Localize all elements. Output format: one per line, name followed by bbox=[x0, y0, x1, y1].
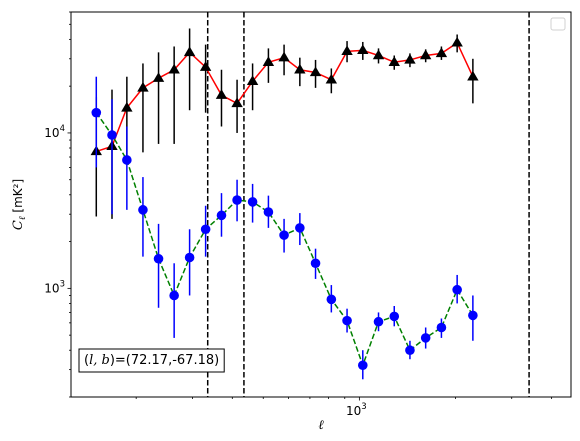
data-point bbox=[168, 63, 180, 74]
data-point bbox=[199, 61, 212, 71]
axis-ticks: 103 103 104 bbox=[44, 11, 553, 418]
data-point bbox=[357, 360, 368, 371]
data-point bbox=[388, 56, 400, 66]
data-point bbox=[138, 205, 148, 215]
data-point bbox=[372, 49, 385, 60]
data-point bbox=[137, 81, 149, 92]
legend-box bbox=[550, 17, 566, 31]
data-point bbox=[373, 316, 384, 327]
legend[interactable] bbox=[550, 17, 566, 31]
data-point bbox=[294, 63, 306, 74]
coordinates-annotation: (l, b)=(72.17,-67.18) bbox=[78, 348, 225, 373]
data-point bbox=[107, 130, 117, 140]
data-point bbox=[183, 46, 196, 57]
data-point bbox=[419, 49, 432, 60]
y-tick-label: 103 bbox=[44, 279, 65, 295]
data-point bbox=[420, 333, 431, 343]
data-point bbox=[389, 311, 400, 322]
data-point bbox=[278, 51, 290, 62]
data-point bbox=[121, 101, 133, 112]
data-point bbox=[232, 195, 242, 205]
data-point bbox=[452, 284, 462, 295]
series-0 bbox=[90, 28, 479, 219]
plot-content bbox=[90, 12, 530, 397]
data-point bbox=[153, 253, 164, 264]
data-point bbox=[309, 66, 322, 77]
data-point bbox=[122, 155, 132, 165]
data-point bbox=[326, 294, 337, 305]
plot-frame bbox=[70, 11, 572, 398]
series-1 bbox=[91, 76, 478, 380]
data-point bbox=[231, 97, 243, 108]
x-axis-label: ℓ bbox=[318, 418, 324, 433]
data-point bbox=[405, 345, 415, 356]
data-point bbox=[152, 72, 165, 82]
data-point bbox=[451, 36, 463, 47]
annotation-box bbox=[78, 348, 225, 373]
data-point bbox=[357, 44, 369, 55]
data-point bbox=[200, 224, 211, 235]
data-point bbox=[216, 210, 227, 221]
y-tick-label: 104 bbox=[44, 124, 65, 140]
data-point bbox=[404, 53, 416, 64]
data-point bbox=[184, 252, 195, 263]
data-point bbox=[262, 56, 275, 66]
data-point bbox=[279, 230, 289, 240]
axis-labels: ℓ Cℓ [mK²] bbox=[11, 179, 324, 433]
data-point bbox=[246, 75, 259, 85]
x-tick-label: 103 bbox=[346, 402, 367, 418]
data-point bbox=[325, 73, 338, 84]
data-point bbox=[91, 107, 102, 118]
data-point bbox=[341, 45, 353, 56]
y-axis-label: Cℓ [mK²] bbox=[11, 179, 28, 230]
data-point bbox=[436, 322, 447, 333]
data-point bbox=[435, 47, 448, 58]
data-point bbox=[169, 290, 179, 301]
data-point bbox=[263, 207, 274, 217]
data-point bbox=[342, 315, 352, 326]
annotation-text: (l, b)=(72.17,-67.18) bbox=[84, 353, 219, 368]
data-point bbox=[215, 89, 228, 99]
data-point bbox=[295, 223, 305, 233]
data-point bbox=[310, 258, 321, 269]
data-point bbox=[467, 70, 479, 81]
data-point bbox=[247, 197, 258, 207]
data-point bbox=[468, 310, 478, 321]
